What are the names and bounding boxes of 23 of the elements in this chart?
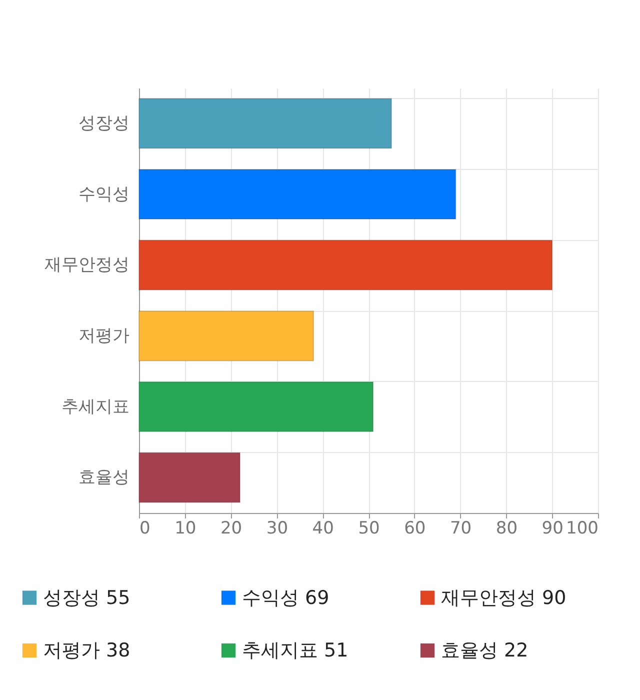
y-tick-label: 수익성 <box>78 184 130 204</box>
x-tick-label: 80 <box>496 518 518 538</box>
x-tick-label: 40 <box>312 518 334 538</box>
x-tick-label: 10 <box>174 518 196 538</box>
legend-label: 성장성 55 <box>43 586 130 609</box>
legend-label: 효율성 22 <box>441 640 528 662</box>
x-tick-label: 100 <box>566 518 598 538</box>
x-tick-label: 50 <box>358 518 380 538</box>
y-tick-label: 성장성 <box>78 113 130 134</box>
legend-label: 재무안정성 90 <box>441 586 566 609</box>
legend-label: 수익성 69 <box>242 586 330 609</box>
x-tick-label: 70 <box>450 518 472 538</box>
y-tick-label: 저평가 <box>78 326 130 346</box>
legend-label: 저평가 38 <box>43 640 130 662</box>
x-tick-label: 60 <box>404 518 426 538</box>
x-tick-label: 30 <box>266 518 288 538</box>
x-tick-label: 20 <box>220 518 242 538</box>
x-tick-label: 90 <box>542 518 564 538</box>
y-tick-label: 재무안정성 <box>44 255 130 276</box>
y-tick-label: 효율성 <box>78 468 130 488</box>
legend-label: 추세지표 51 <box>242 640 348 662</box>
x-tick-label: 0 <box>140 518 150 538</box>
y-tick-label: 추세지표 <box>62 396 130 417</box>
